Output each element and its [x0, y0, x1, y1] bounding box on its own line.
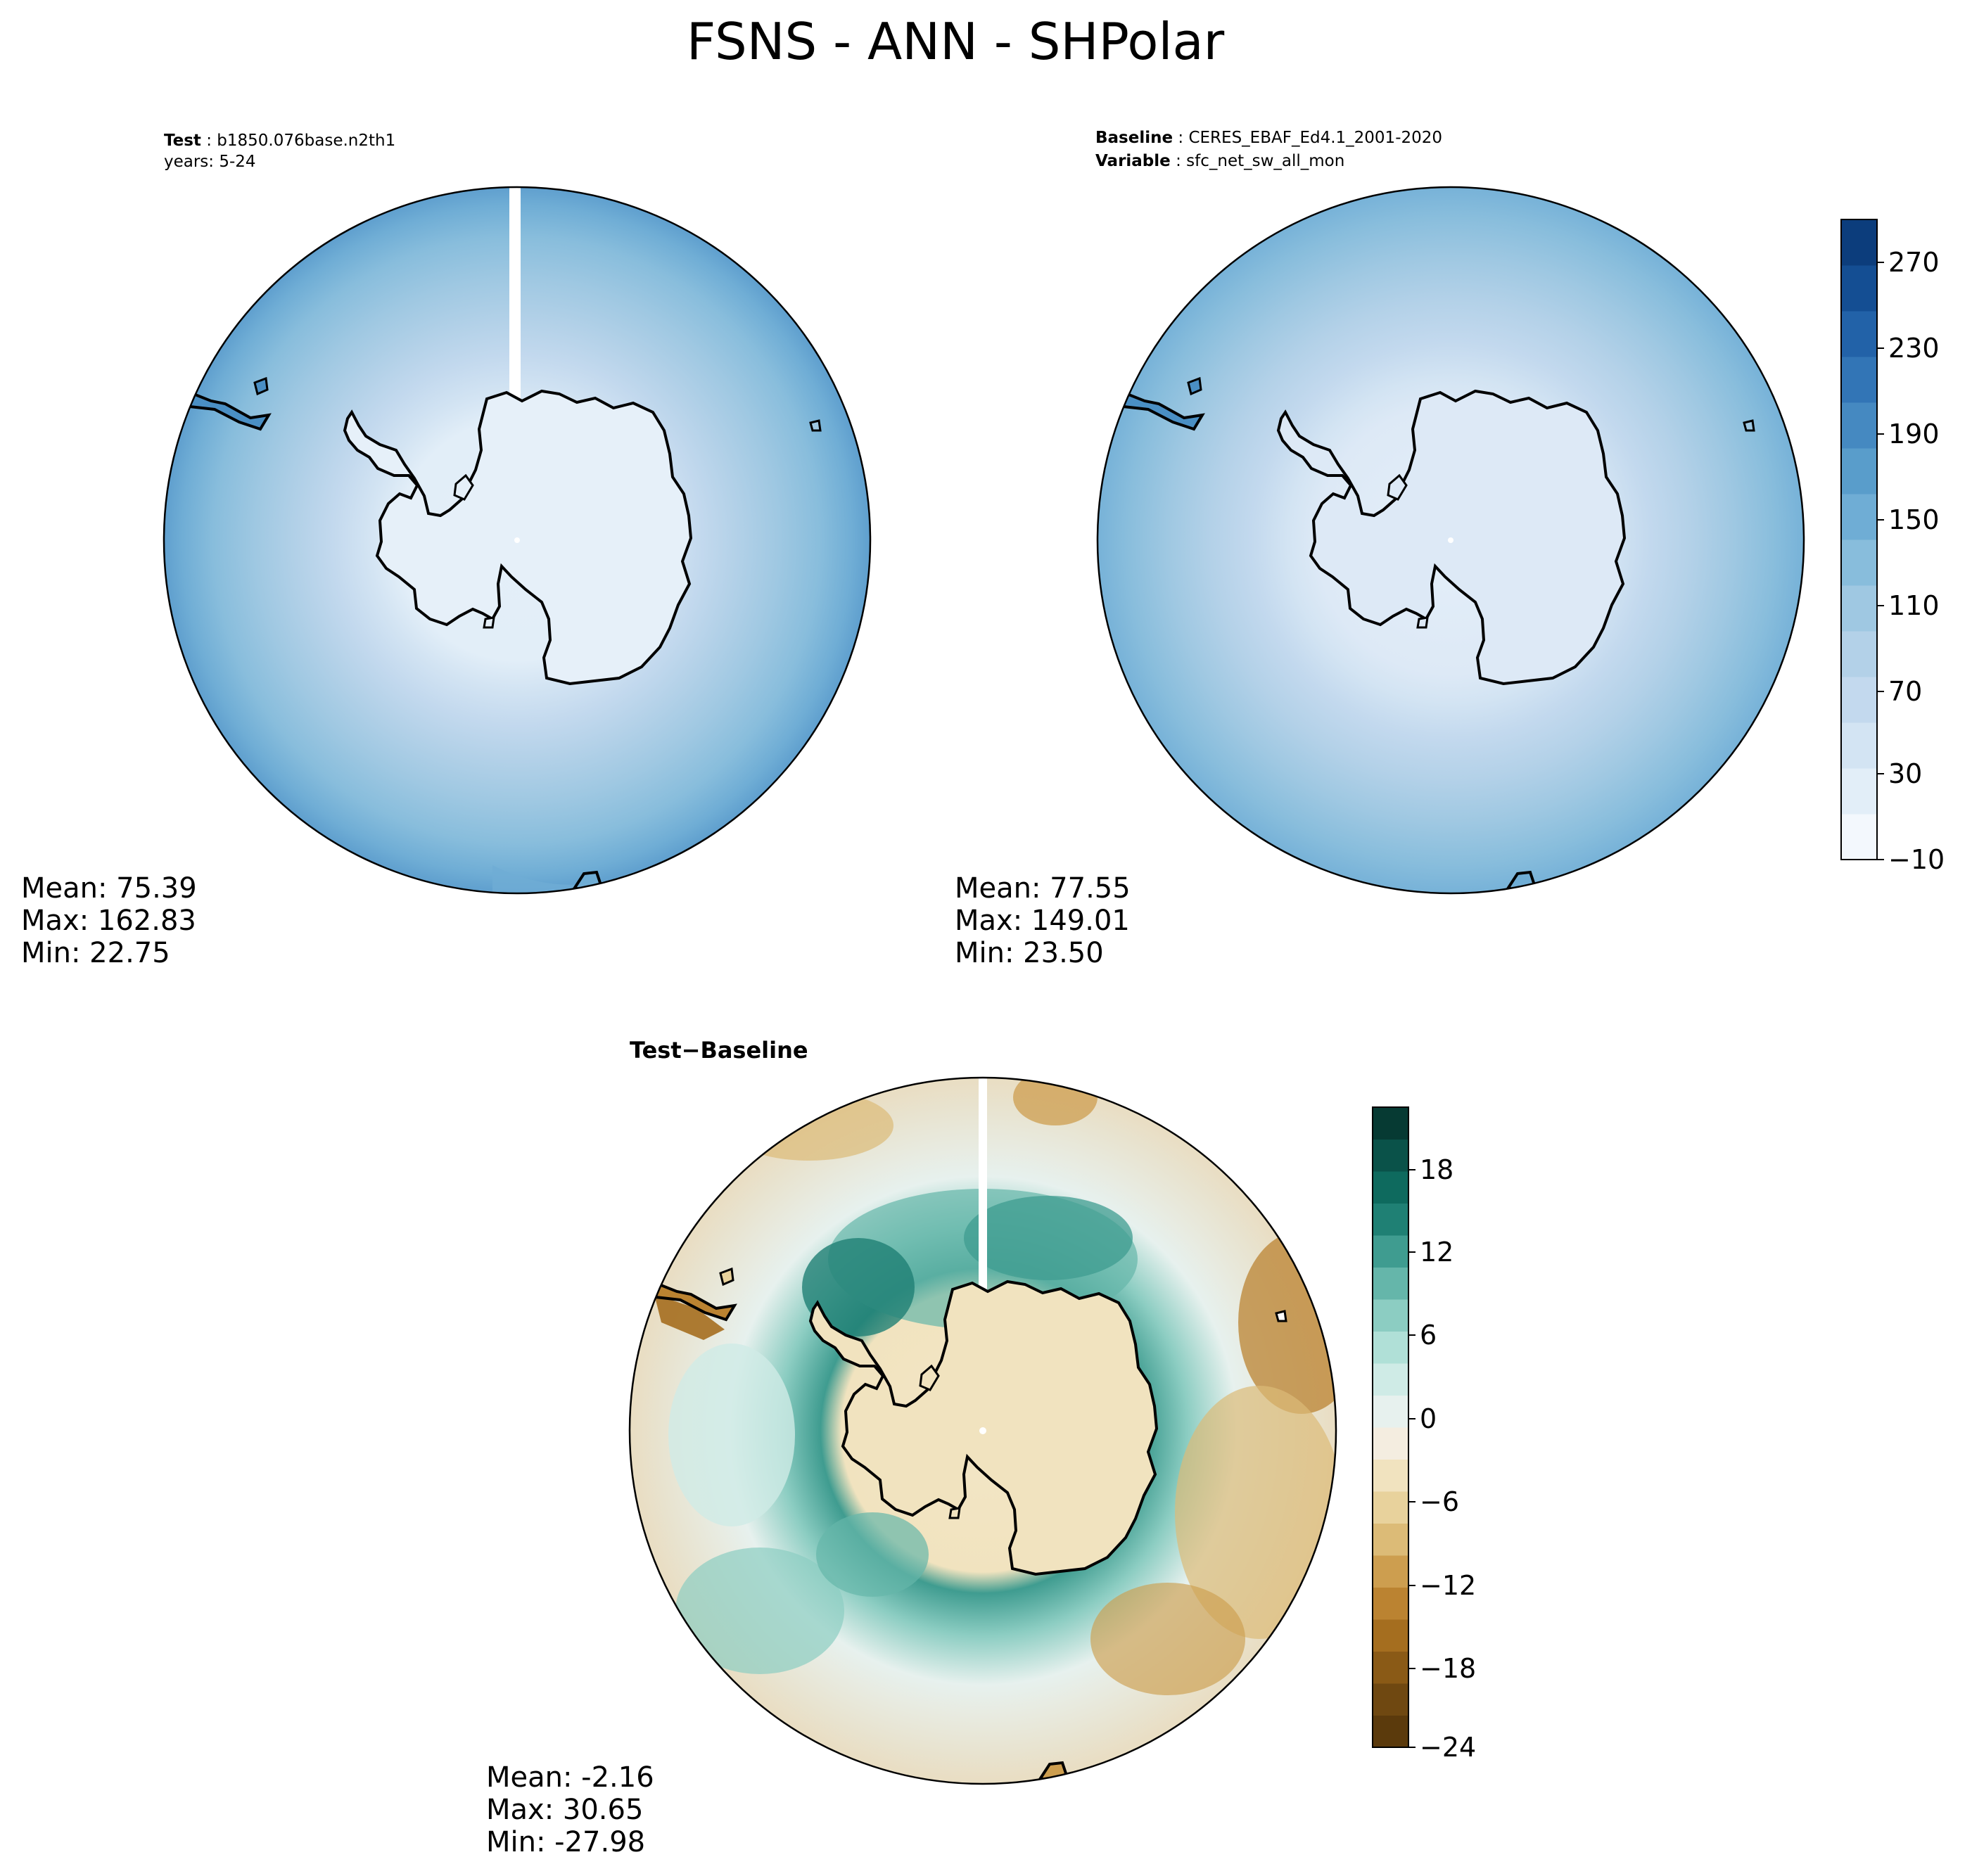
colorbar-tick-label: 150 — [1888, 504, 1940, 535]
colorbar-segment — [1841, 311, 1877, 357]
baseline-label-key: Baseline — [1095, 129, 1173, 147]
colorbar-segment — [1841, 631, 1877, 677]
baseline-panel: Baseline : CERES_EBAF_Ed4.1_2001-2020 Va… — [955, 129, 1805, 969]
colorbar-segment — [1373, 1139, 1408, 1172]
baseline-variable-key: Variable — [1095, 152, 1171, 170]
colorbar-tick-label: 190 — [1888, 419, 1940, 449]
baseline-max: Max: 149.01 — [955, 905, 1130, 937]
colorbar-segment — [1373, 1715, 1408, 1748]
baseline-variable-sep: : — [1171, 152, 1186, 170]
difference-title-sep: − — [682, 1037, 701, 1064]
colorbar-segment — [1373, 1363, 1408, 1396]
colorbar-segment — [1373, 1619, 1408, 1652]
difference-title-a: Test — [630, 1037, 682, 1064]
colorbar-diff-frame — [1372, 1106, 1409, 1748]
baseline-label: Baseline : CERES_EBAF_Ed4.1_2001-2020 — [1095, 129, 1442, 147]
difference-min: Min: -27.98 — [486, 1826, 645, 1858]
colorbar-segment — [1373, 1395, 1408, 1428]
colorbar-tick-label: 6 — [1420, 1320, 1437, 1351]
colorbar-segment — [1373, 1651, 1408, 1684]
colorbar-segment — [1841, 677, 1877, 723]
antarctica-coastline — [343, 389, 693, 686]
difference-panel: Test−Baseline Mean: — [486, 1037, 1337, 1858]
difference-max: Max: 30.65 — [486, 1794, 643, 1826]
colorbar-segment — [1841, 814, 1877, 860]
colorbar-segment — [1841, 494, 1877, 540]
colorbar-main-ticks: 270 230 190 150 110 70 30 −10 — [1877, 247, 1945, 875]
baseline-label-value: CERES_EBAF_Ed4.1_2001-2020 — [1188, 129, 1442, 147]
test-label-sep: : — [201, 132, 217, 150]
colorbar-diff-ticks: 18 12 6 0 −6 −12 −18 −24 — [1408, 1154, 1476, 1763]
test-mean: Mean: 75.39 — [21, 872, 197, 905]
colorbar-main-frame — [1840, 219, 1878, 860]
baseline-variable: Variable : sfc_net_sw_all_mon — [1095, 152, 1344, 170]
colorbar-segment — [1373, 1267, 1408, 1300]
figure-title: FSNS - ANN - SHPolar — [687, 12, 1225, 71]
test-max: Max: 162.83 — [21, 905, 196, 937]
test-label-key: Test — [164, 132, 201, 150]
colorbar-segment — [1373, 1171, 1408, 1204]
colorbar-tick-label: 12 — [1420, 1237, 1453, 1268]
colorbar-tick-label: 0 — [1420, 1403, 1437, 1434]
colorbar-tick-label: −18 — [1420, 1653, 1476, 1684]
baseline-map — [1098, 187, 1804, 893]
colorbar-tick-label: 18 — [1420, 1154, 1453, 1185]
colorbar-tick-label: 110 — [1888, 590, 1940, 621]
test-label-value: b1850.076base.n2th1 — [217, 132, 395, 150]
difference-title: Test−Baseline — [630, 1037, 808, 1064]
difference-map — [630, 1078, 1336, 1784]
baseline-mean: Mean: 77.55 — [955, 872, 1131, 905]
test-min: Min: 22.75 — [21, 937, 170, 969]
test-map — [164, 187, 870, 893]
colorbar-diff: 18 12 6 0 −6 −12 −18 −24 — [1372, 1106, 1476, 1763]
colorbar-tick-label: 270 — [1888, 247, 1940, 278]
colorbar-segment — [1841, 357, 1877, 403]
colorbar-main-segments — [1841, 219, 1877, 860]
colorbar-segment — [1841, 402, 1877, 449]
colorbar-segment — [1373, 1299, 1408, 1332]
colorbar-segment — [1841, 768, 1877, 815]
difference-title-b: Baseline — [700, 1037, 808, 1064]
test-panel: Test : b1850.076base.n2th1 years: 5-24 M… — [21, 132, 872, 969]
colorbar-segment — [1373, 1555, 1408, 1588]
colorbar-segment — [1373, 1107, 1408, 1140]
colorbar-diff-segments — [1373, 1107, 1408, 1748]
colorbar-segment — [1841, 219, 1877, 266]
difference-mean: Mean: -2.16 — [486, 1761, 654, 1794]
colorbar-segment — [1373, 1491, 1408, 1524]
colorbar-segment — [1841, 585, 1877, 632]
colorbar-segment — [1841, 722, 1877, 769]
baseline-variable-value: sfc_net_sw_all_mon — [1186, 152, 1344, 170]
colorbar-tick-label: −10 — [1888, 844, 1945, 875]
colorbar-segment — [1373, 1235, 1408, 1268]
colorbar-tick-label: −24 — [1420, 1732, 1476, 1763]
colorbar-segment — [1373, 1427, 1408, 1460]
colorbar-segment — [1841, 448, 1877, 494]
colorbar-tick-label: 230 — [1888, 333, 1940, 364]
baseline-min: Min: 23.50 — [955, 937, 1104, 969]
colorbar-main: 270 230 190 150 110 70 30 −10 — [1840, 219, 1945, 875]
colorbar-segment — [1841, 540, 1877, 586]
test-years: years: 5-24 — [164, 153, 256, 171]
colorbar-segment — [1373, 1523, 1408, 1556]
colorbar-tick-label: −12 — [1420, 1570, 1476, 1601]
colorbar-segment — [1841, 265, 1877, 312]
baseline-label-sep: : — [1173, 129, 1188, 147]
colorbar-segment — [1373, 1587, 1408, 1620]
colorbar-tick-label: −6 — [1420, 1486, 1459, 1517]
colorbar-tick-label: 70 — [1888, 676, 1922, 707]
colorbar-segment — [1373, 1459, 1408, 1492]
colorbar-segment — [1373, 1331, 1408, 1364]
colorbar-segment — [1373, 1203, 1408, 1236]
colorbar-segment — [1373, 1683, 1408, 1716]
colorbar-tick-label: 30 — [1888, 758, 1922, 789]
antarctica-coastline — [1276, 389, 1627, 686]
test-label: Test : b1850.076base.n2th1 — [164, 132, 395, 150]
